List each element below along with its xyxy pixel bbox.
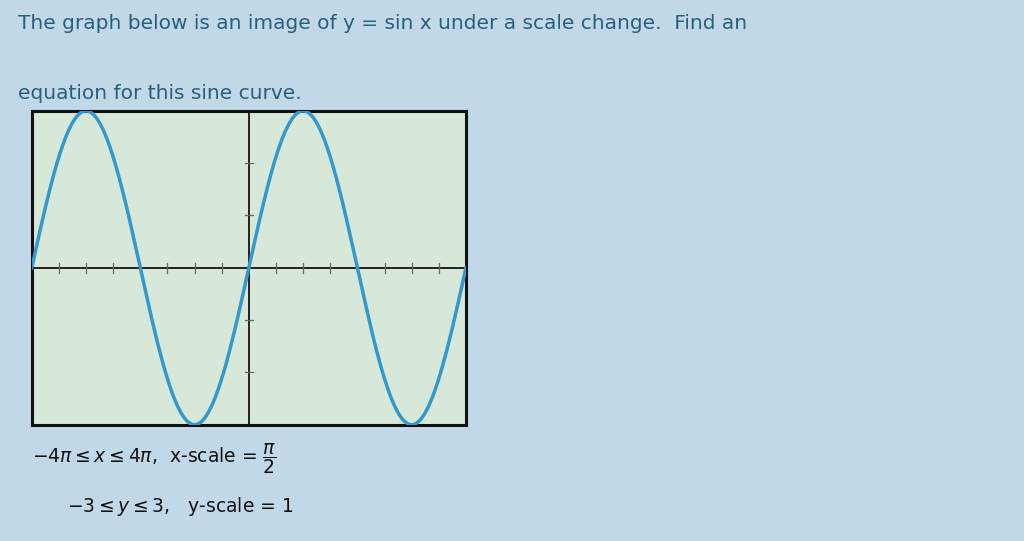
Text: $-3 \leq y \leq 3$,   y-scale = 1: $-3 \leq y \leq 3$, y-scale = 1 — [67, 495, 293, 518]
Text: $-4\pi \leq x \leq 4\pi$,  x-scale = $\dfrac{\pi}{2}$: $-4\pi \leq x \leq 4\pi$, x-scale = $\df… — [32, 441, 276, 476]
Text: The graph below is an image of y = sin x under a scale change.  Find an: The graph below is an image of y = sin x… — [18, 14, 748, 32]
Text: equation for this sine curve.: equation for this sine curve. — [18, 84, 302, 103]
